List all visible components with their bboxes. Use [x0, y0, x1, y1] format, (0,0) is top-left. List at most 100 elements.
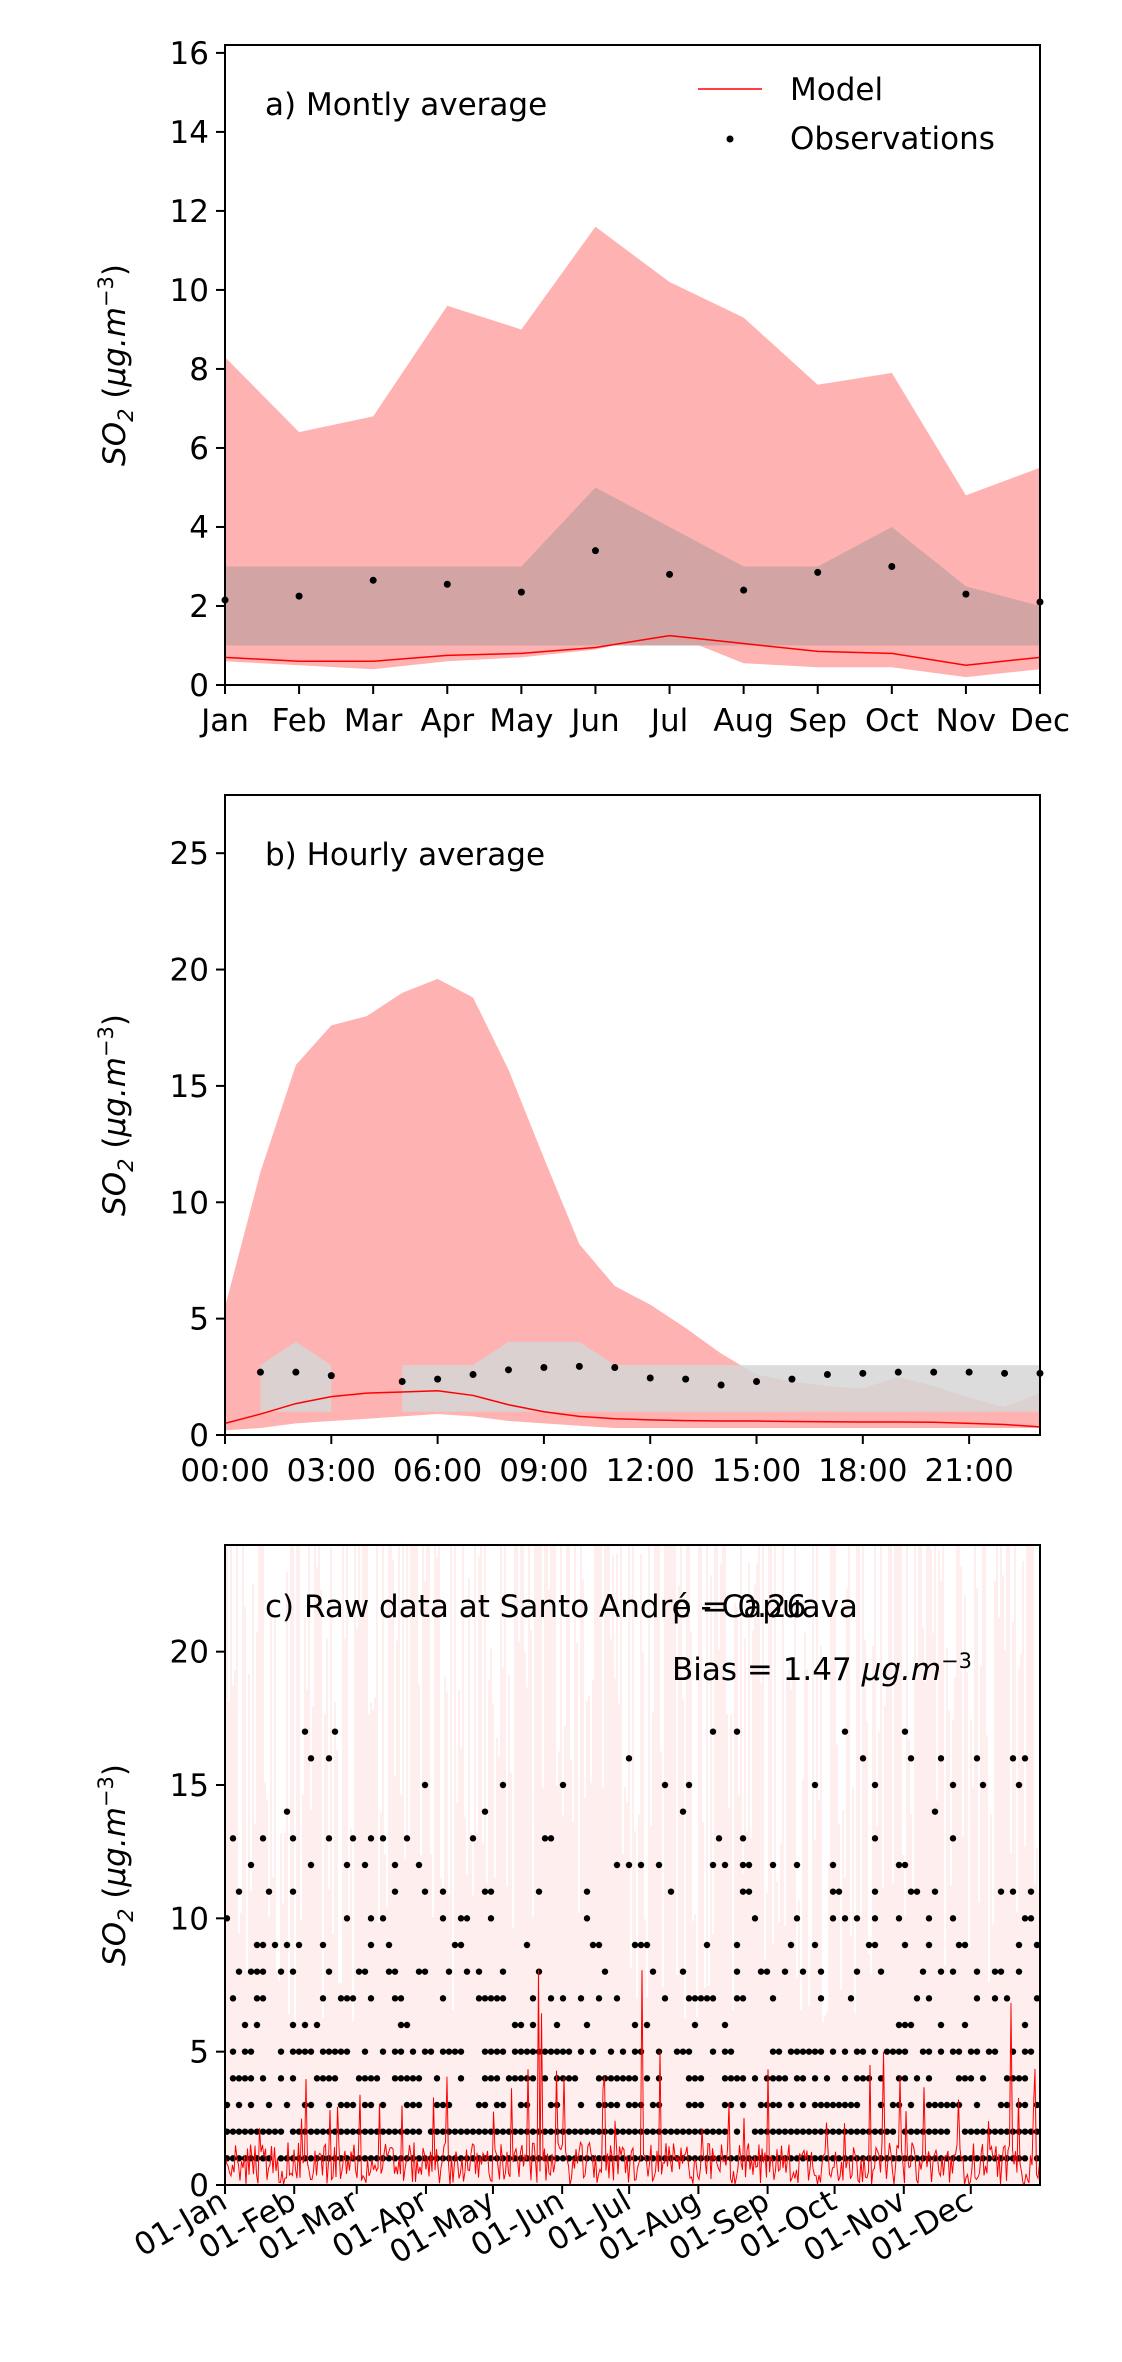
observation-point: [595, 1995, 603, 2002]
panel-a-frame: [224, 44, 1041, 686]
observation-point: [913, 1888, 921, 1895]
observation-point: [292, 1368, 300, 1376]
x-tick-label: Dec: [1010, 703, 1070, 739]
observation-point: [757, 2128, 765, 2135]
observation-point: [439, 2101, 447, 2109]
observation-point: [894, 1368, 902, 1376]
observation-point: [853, 2128, 861, 2135]
observation-point: [895, 1861, 903, 1869]
panel-b-x-ticks: 00:00 03:00 06:00 09:00 12:00 15:00 18:00 21:00: [180, 1435, 1014, 1489]
observation-point: [343, 2128, 351, 2135]
observation-point: [325, 1755, 333, 1762]
observation-point: [961, 1941, 969, 1949]
observation-point: [811, 2075, 819, 2082]
observation-point: [487, 2155, 495, 2162]
observation-point: [625, 1861, 633, 1869]
observation-point: [595, 2101, 603, 2109]
observation-point: [1021, 2048, 1029, 2055]
observation-point: [229, 2128, 237, 2135]
observation-point: [799, 1968, 807, 1975]
observation-point: [871, 2048, 879, 2055]
observation-point: [667, 2128, 675, 2135]
observation-point: [235, 1888, 243, 1895]
observation-point: [367, 2128, 375, 2135]
observation-point: [283, 1941, 291, 1949]
observation-point: [325, 2048, 333, 2055]
observation-point: [997, 2101, 1005, 2109]
observation-point: [973, 2101, 981, 2109]
observation-point: [475, 1968, 483, 1975]
observation-point: [385, 1968, 393, 1975]
observation-point: [433, 2075, 441, 2082]
observation-point: [259, 1835, 267, 1842]
observation-point: [781, 2128, 789, 2135]
observation-point: [289, 2048, 297, 2055]
observation-point: [793, 2048, 801, 2055]
observation-point: [697, 1995, 705, 2002]
observation-point: [391, 2128, 399, 2135]
panel-a-ylabel: SO2 (μg.m−3): [94, 264, 138, 466]
observation-point: [307, 2101, 315, 2109]
observation-point: [451, 2048, 459, 2055]
observation-point: [811, 2048, 819, 2055]
observation-point: [361, 2128, 369, 2135]
observation-point: [277, 2075, 285, 2082]
observation-point: [769, 2101, 777, 2109]
observation-point: [961, 2075, 969, 2082]
x-tick-label: 03:00: [287, 1453, 376, 1489]
observation-point: [259, 1968, 267, 1975]
observation-point: [733, 2128, 741, 2135]
observation-point: [613, 2075, 621, 2082]
observation-point: [889, 2101, 897, 2109]
observation-point: [325, 2075, 333, 2082]
observation-point: [955, 2075, 963, 2082]
observation-point: [391, 1888, 399, 1895]
observation-point: [253, 1968, 261, 1975]
observation-point: [717, 1381, 725, 1389]
observation-point: [517, 2021, 525, 2029]
observation-point: [504, 1366, 512, 1374]
observation-point: [369, 576, 377, 584]
observation-point: [499, 1968, 507, 1975]
observation-point: [757, 1968, 765, 1975]
observation-point: [853, 1968, 861, 1975]
observation-point: [835, 2101, 843, 2109]
observation-point: [823, 2155, 831, 2162]
observation-point: [289, 1968, 297, 1975]
observation-point: [367, 1915, 375, 1922]
observation-point: [241, 2128, 249, 2135]
observation-point: [949, 1781, 957, 1789]
observation-point: [1015, 1781, 1023, 1789]
observation-point: [583, 2128, 591, 2135]
observation-point: [739, 1888, 747, 1895]
observation-range-band: [402, 1341, 1040, 1412]
observation-point: [925, 2048, 933, 2055]
observation-point: [691, 2155, 699, 2162]
observation-point: [391, 2075, 399, 2082]
observation-point: [853, 2101, 861, 2109]
observation-point: [925, 1995, 933, 2002]
observation-point: [919, 1968, 927, 1975]
observation-point: [613, 2101, 621, 2109]
observation-point: [637, 1941, 645, 1949]
observation-point: [1021, 2155, 1029, 2162]
observation-point: [769, 2128, 777, 2135]
observation-point: [559, 1995, 567, 2002]
observation-point: [277, 1968, 285, 1975]
observation-point: [907, 1755, 915, 1762]
observation-point: [817, 2128, 825, 2135]
observation-point: [937, 2101, 945, 2109]
observation-point: [397, 2048, 405, 2055]
observation-point: [421, 2048, 429, 2055]
observation-point: [295, 1941, 303, 1949]
observation-point: [259, 2155, 267, 2162]
observation-point: [649, 1968, 657, 1975]
observation-point: [433, 2128, 441, 2135]
observation-point: [487, 2075, 495, 2082]
observation-point: [907, 2021, 915, 2029]
y-tick-label: 14: [170, 115, 209, 151]
observation-point: [289, 1835, 297, 1842]
observation-point: [265, 1888, 273, 1895]
observation-point: [973, 1968, 981, 1975]
observation-point: [575, 1362, 583, 1370]
